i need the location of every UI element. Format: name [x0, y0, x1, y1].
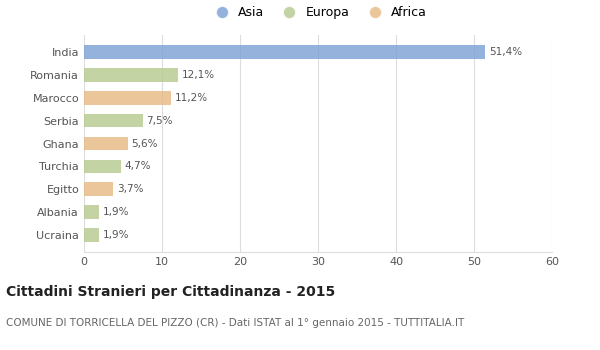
Bar — [84, 205, 99, 219]
Text: 3,7%: 3,7% — [117, 184, 143, 194]
Bar — [84, 68, 178, 82]
Text: 51,4%: 51,4% — [489, 47, 522, 57]
Text: 1,9%: 1,9% — [103, 207, 129, 217]
Bar — [84, 136, 128, 150]
Legend: Asia, Europa, Africa: Asia, Europa, Africa — [205, 1, 431, 24]
Text: COMUNE DI TORRICELLA DEL PIZZO (CR) - Dati ISTAT al 1° gennaio 2015 - TUTTITALIA: COMUNE DI TORRICELLA DEL PIZZO (CR) - Da… — [6, 318, 464, 329]
Bar — [84, 45, 485, 59]
Bar — [84, 182, 113, 196]
Text: 7,5%: 7,5% — [146, 116, 173, 126]
Text: 4,7%: 4,7% — [125, 161, 151, 171]
Bar — [84, 91, 172, 105]
Bar — [84, 160, 121, 173]
Text: Cittadini Stranieri per Cittadinanza - 2015: Cittadini Stranieri per Cittadinanza - 2… — [6, 285, 335, 299]
Text: 1,9%: 1,9% — [103, 230, 129, 240]
Bar — [84, 114, 143, 127]
Text: 11,2%: 11,2% — [175, 93, 208, 103]
Text: 5,6%: 5,6% — [131, 139, 158, 148]
Text: 12,1%: 12,1% — [182, 70, 215, 80]
Bar — [84, 228, 99, 242]
